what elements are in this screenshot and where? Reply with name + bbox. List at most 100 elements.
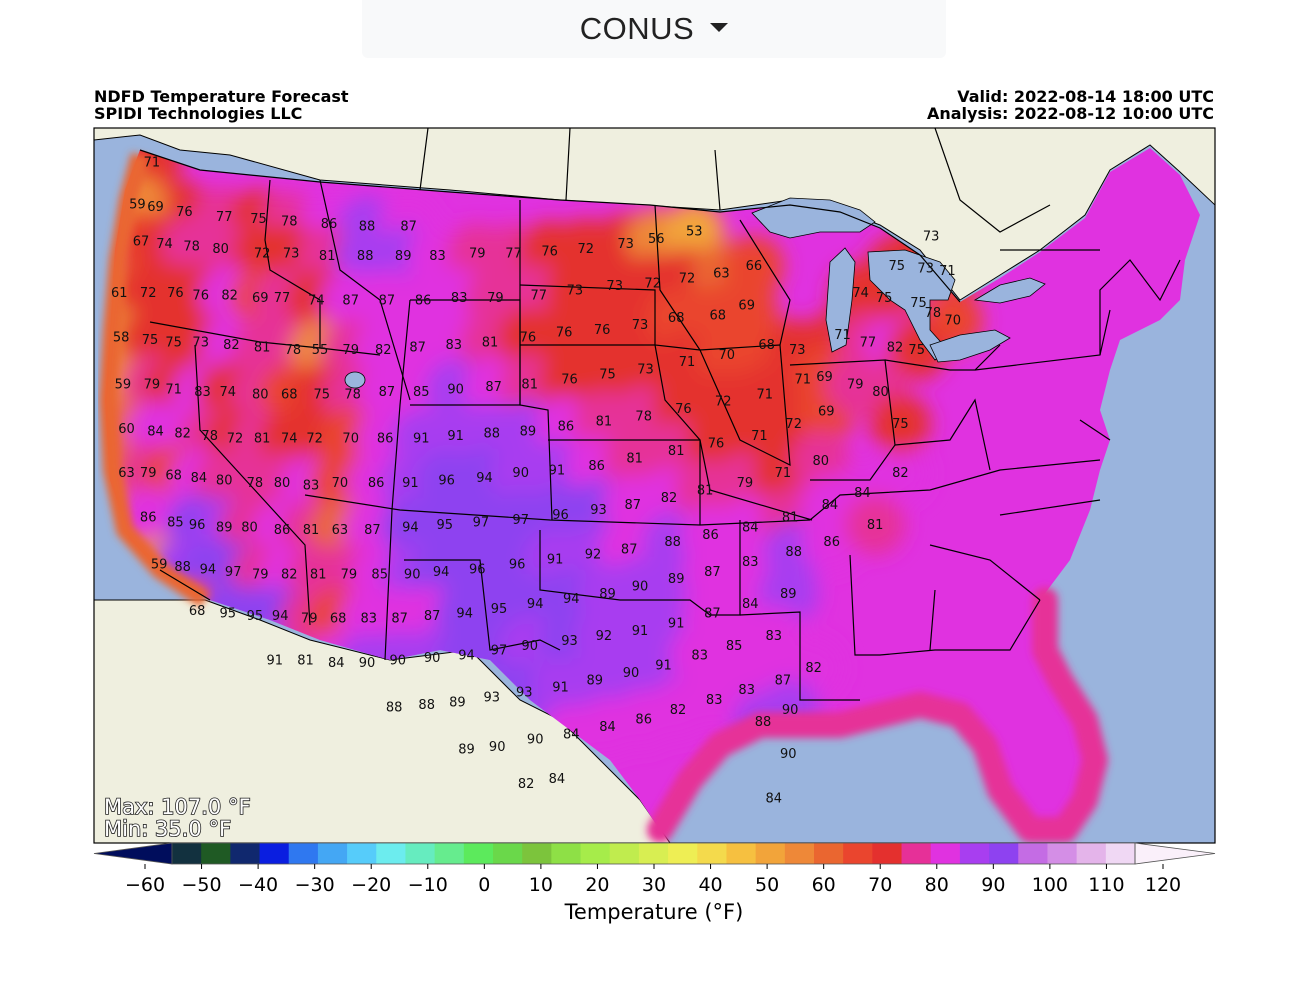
station-value: 91 [267, 654, 284, 669]
station-value: 68 [165, 469, 182, 484]
station-value: 77 [505, 247, 522, 262]
station-value: 91 [549, 464, 566, 479]
station-value: 84 [599, 720, 616, 735]
station-value: 81 [668, 444, 685, 459]
colorbar-bin [434, 843, 465, 864]
station-value: 91 [402, 476, 419, 491]
station-value: 69 [818, 405, 835, 420]
station-value: 69 [252, 291, 269, 306]
station-value: 84 [563, 728, 580, 743]
station-value: 86 [823, 535, 840, 550]
stats-box: Max: 107.0 °F Min: 35.0 °F [103, 794, 251, 842]
station-value: 77 [860, 336, 877, 351]
station-value: 80 [274, 476, 291, 491]
station-value: 88 [357, 249, 374, 264]
colorbar-label: Temperature (°F) [564, 900, 744, 924]
station-value: 69 [816, 370, 833, 385]
state-borders [139, 128, 1181, 701]
station-value: 66 [746, 259, 763, 274]
station-value: 84 [854, 486, 871, 501]
station-value: 90 [359, 656, 376, 671]
colorbar-bin [580, 843, 611, 864]
station-value: 81 [303, 523, 320, 538]
station-value: 76 [594, 323, 611, 338]
station-value: 88 [418, 698, 435, 713]
pacific-coastal-band [99, 152, 210, 608]
station-value: 53 [686, 225, 703, 240]
station-value: 81 [596, 414, 613, 429]
station-value: 84 [742, 520, 759, 535]
station-value: 61 [111, 286, 128, 301]
station-value: 87 [621, 543, 638, 558]
station-value: 56 [648, 232, 665, 247]
station-value: 63 [332, 523, 349, 538]
station-value: 85 [726, 639, 743, 654]
region-selector[interactable]: CONUS [362, 0, 946, 58]
colorbar-bin [930, 843, 961, 864]
colorbar-tick-label: −60 [125, 874, 165, 896]
station-value: 92 [596, 629, 613, 644]
station-value: 73 [917, 262, 934, 277]
station-value: 96 [509, 557, 526, 572]
station-value: 77 [274, 291, 291, 306]
station-value: 87 [424, 609, 441, 624]
analysis-time: Analysis: 2022-08-12 10:00 UTC [926, 104, 1214, 123]
colorbar-tick-label: 70 [868, 874, 892, 896]
station-value: 81 [521, 377, 538, 392]
station-value: 72 [785, 417, 802, 432]
station-value: 73 [789, 343, 806, 358]
station-value: 72 [227, 432, 244, 447]
station-value: 89 [599, 587, 616, 602]
station-value: 68 [330, 612, 347, 627]
colorbar-tick-label: −10 [408, 874, 448, 896]
station-value: 84 [766, 792, 783, 807]
station-value: 75 [599, 368, 616, 383]
station-value: 90 [404, 567, 421, 582]
station-value: 76 [520, 331, 537, 346]
station-value: 82 [661, 491, 678, 506]
station-value: 71 [679, 355, 696, 370]
station-value: 79 [144, 377, 161, 392]
station-value: 90 [632, 580, 649, 595]
station-value: 86 [588, 459, 605, 474]
station-value: 70 [719, 348, 736, 363]
station-value: 84 [328, 656, 345, 671]
station-value: 89 [449, 696, 466, 711]
station-value: 72 [715, 395, 732, 410]
station-value: 75 [250, 212, 267, 227]
station-value: 72 [644, 276, 661, 291]
station-value: 71 [757, 387, 774, 402]
colorbar-min-extension [93, 842, 173, 865]
station-value: 75 [892, 417, 909, 432]
station-value: 89 [458, 742, 475, 757]
colorbar-max-extension [1134, 842, 1216, 865]
station-value: 94 [402, 520, 419, 535]
station-value: 90 [782, 703, 799, 718]
station-value: 91 [668, 617, 685, 632]
station-value: 60 [118, 422, 135, 437]
station-value: 71 [775, 466, 792, 481]
station-value: 73 [567, 284, 584, 299]
station-value: 87 [342, 294, 359, 309]
colorbar-bin [755, 843, 786, 864]
station-value: 84 [191, 471, 208, 486]
map-header-right: Valid: 2022-08-14 18:00 UTC Analysis: 20… [927, 88, 1214, 122]
colorbar-bin [463, 843, 494, 864]
station-value: 81 [867, 518, 884, 533]
great-lakes [344, 197, 1046, 389]
station-value: 82 [375, 343, 392, 358]
station-value: 94 [456, 607, 473, 622]
station-value: 71 [144, 156, 161, 171]
station-value: 86 [274, 523, 291, 538]
station-value: 93 [590, 503, 607, 518]
stat-max: Max: 107.0 °F [104, 795, 251, 819]
station-value: 75 [876, 291, 893, 306]
station-value: 74 [308, 294, 325, 309]
station-value: 90 [489, 740, 506, 755]
station-value: 76 [541, 244, 558, 259]
region-selector-value: CONUS [579, 11, 695, 46]
station-value: 81 [782, 511, 799, 526]
station-value: 83 [194, 385, 211, 400]
station-value: 90 [447, 382, 464, 397]
colorbar-bin [230, 843, 261, 864]
